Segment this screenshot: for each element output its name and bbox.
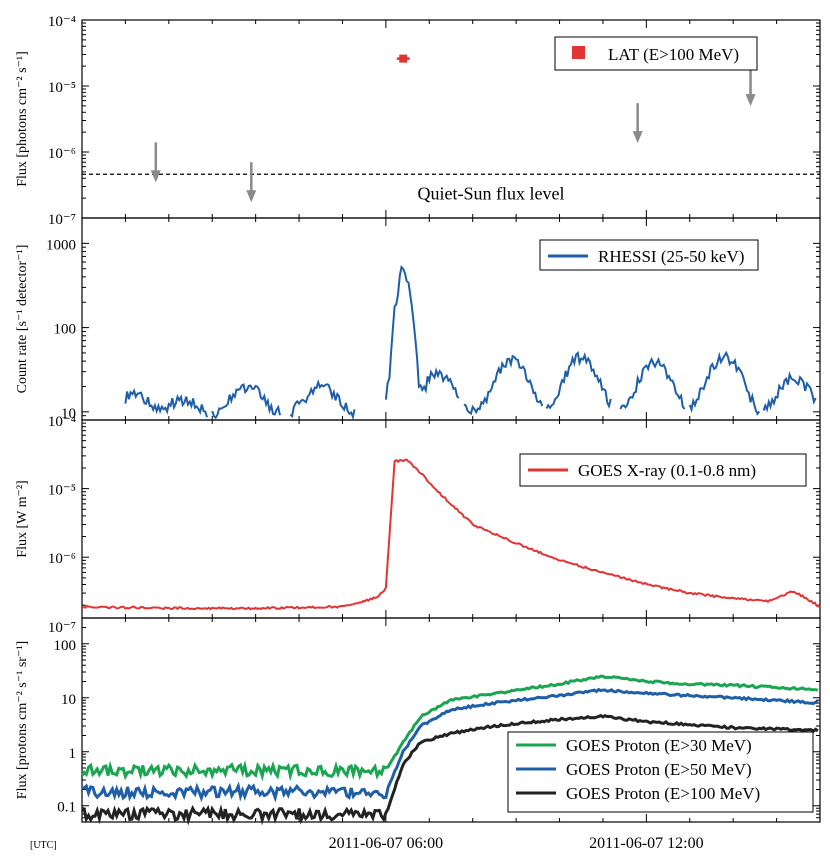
legend bbox=[554, 36, 758, 71]
quiet-sun-label: Quiet-Sun flux level bbox=[418, 183, 565, 203]
x-tick-label: 2011-06-07 12:00 bbox=[589, 835, 704, 852]
goes-xray-line bbox=[81, 458, 821, 611]
y-tick-label: 10⁻⁶ bbox=[48, 551, 76, 567]
y-tick-label: 10⁻⁵ bbox=[48, 80, 76, 96]
y-tick-label: 1 bbox=[69, 746, 77, 762]
legend-label-rhessi: RHESSI (25-50 keV) bbox=[598, 247, 744, 266]
y-tick-label: 100 bbox=[54, 322, 77, 338]
legend-label-lat: LAT (E>100 MeV) bbox=[608, 45, 739, 64]
y-tick-label: 10 bbox=[61, 406, 76, 422]
y-tick-label: 10 bbox=[61, 692, 76, 708]
panel-3: Flux [W m⁻²] 10⁻⁴ 10⁻⁵ 10⁻⁶ 10⁻⁷ GOES X-ray (… bbox=[15, 414, 821, 636]
y-tick-label: 10⁻⁴ bbox=[48, 414, 76, 430]
y-axis-label: Flux [photons cm⁻² s⁻¹] bbox=[15, 51, 30, 187]
arrow-head-icon bbox=[632, 131, 643, 144]
x-tick-label: 2011-06-07 06:00 bbox=[329, 835, 444, 852]
legend-label-proton-1: GOES Proton (E>30 MeV) bbox=[566, 736, 752, 755]
y-tick-label: 10⁻⁴ bbox=[48, 14, 76, 30]
legend bbox=[507, 731, 814, 813]
y-tick-label: 10⁻⁷ bbox=[48, 620, 76, 636]
y-tick-label: 0.1 bbox=[57, 800, 76, 816]
y-tick-label: 1000 bbox=[46, 237, 76, 253]
legend-label-proton-2: GOES Proton (E>50 MeV) bbox=[566, 760, 752, 779]
arrow-head-icon bbox=[745, 94, 756, 107]
arrow-head-icon bbox=[246, 190, 257, 203]
y-tick-label: 10⁻⁵ bbox=[48, 483, 76, 499]
arrow-head-icon bbox=[150, 170, 161, 183]
y-tick-label: 10⁻⁷ bbox=[48, 212, 76, 228]
legend-marker-lat bbox=[572, 46, 585, 59]
panel-2: Count rate [s⁻¹ detector⁻¹] 1000 100 10 RHES… bbox=[15, 217, 821, 422]
y-tick-label: 100 bbox=[54, 638, 77, 654]
rhessi-line bbox=[124, 265, 817, 421]
legend bbox=[539, 239, 759, 271]
panel-frame bbox=[81, 419, 821, 619]
proton-line-3 bbox=[81, 713, 819, 826]
panel-frame bbox=[81, 617, 821, 823]
lat-point bbox=[399, 54, 408, 63]
x-axis-unit-label: [UTC] bbox=[30, 840, 57, 851]
proton-line-2 bbox=[81, 687, 819, 803]
panel-1: Flux [photons cm⁻² s⁻¹] 10⁻⁴ 10⁻⁵ 10⁻⁶ 10⁻⁷ Q… bbox=[15, 14, 821, 228]
panel-4: Flux [protons cm⁻² s⁻¹ sr⁻¹] 100 10 1 0.1 GOE… bbox=[15, 617, 821, 826]
y-tick-label: 10⁻⁶ bbox=[48, 146, 76, 162]
proton-line-1 bbox=[80, 674, 819, 782]
legend-label-xray: GOES X-ray (0.1-0.8 nm) bbox=[578, 461, 756, 480]
y-axis-label: Flux [W m⁻²] bbox=[15, 480, 30, 557]
y-axis-label: Count rate [s⁻¹ detector⁻¹] bbox=[15, 245, 30, 394]
y-axis-label: Flux [protons cm⁻² s⁻¹ sr⁻¹] bbox=[15, 641, 30, 799]
legend-label-proton-3: GOES Proton (E>100 MeV) bbox=[566, 784, 760, 803]
